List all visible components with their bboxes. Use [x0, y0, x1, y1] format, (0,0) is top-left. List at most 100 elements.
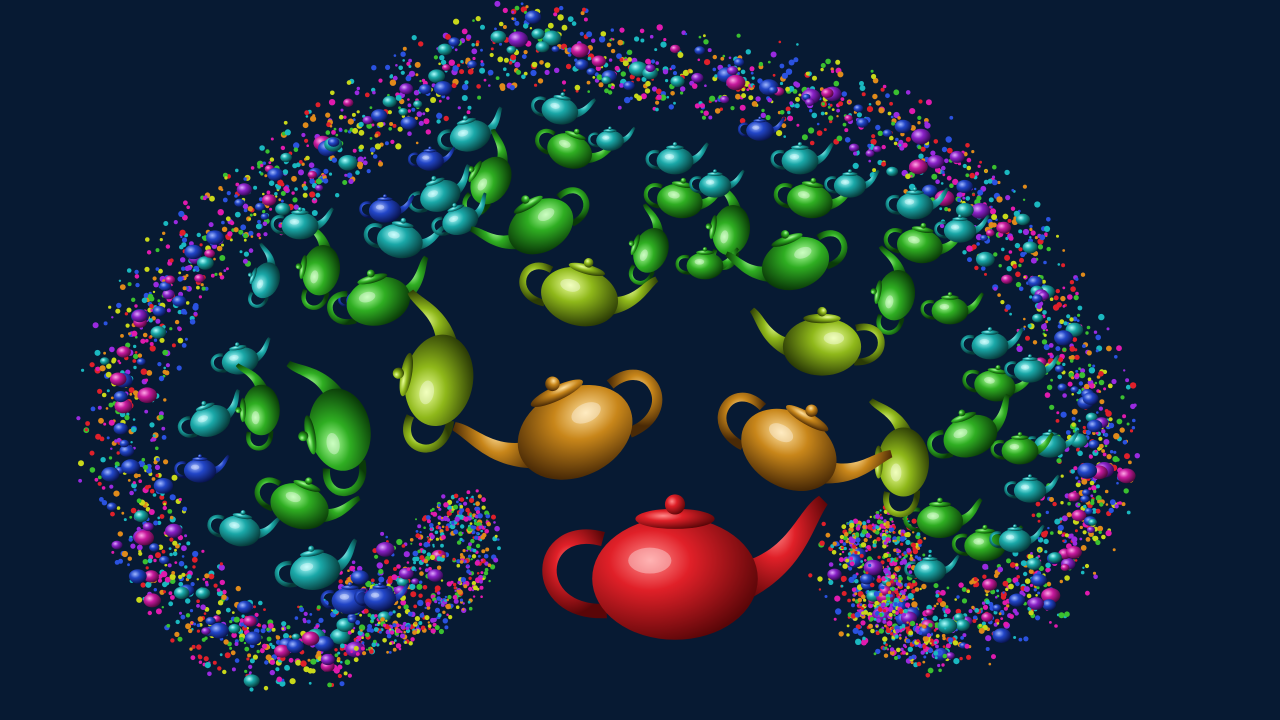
- small-teapot-blob: [726, 66, 739, 75]
- speck: [856, 604, 860, 607]
- speck: [974, 265, 979, 271]
- speck: [668, 104, 674, 110]
- speck: [103, 422, 107, 426]
- speck: [181, 237, 188, 243]
- speck: [162, 231, 166, 235]
- speck: [1092, 431, 1096, 436]
- speck: [839, 563, 842, 566]
- speck: [160, 570, 168, 578]
- speck: [460, 577, 467, 583]
- speck: [448, 59, 455, 66]
- speck: [918, 543, 922, 547]
- speck: [896, 557, 899, 560]
- speck: [563, 89, 566, 92]
- speck: [198, 660, 203, 664]
- speck: [114, 560, 120, 565]
- speck: [982, 604, 989, 610]
- speck: [168, 591, 173, 596]
- small-teapot-blob: [1022, 241, 1038, 254]
- speck: [355, 639, 359, 642]
- speck: [368, 646, 371, 650]
- teapot-icon: [295, 220, 341, 310]
- teapot-icon: [519, 258, 659, 327]
- teapot-icon: [177, 389, 240, 438]
- speck: [222, 589, 227, 595]
- speck: [962, 163, 967, 169]
- speck: [586, 80, 591, 85]
- speck: [466, 545, 472, 551]
- speck: [1104, 489, 1109, 494]
- speck: [859, 603, 863, 606]
- speck: [234, 194, 238, 198]
- speck: [209, 195, 215, 202]
- speck: [212, 660, 217, 665]
- speck: [1020, 560, 1027, 567]
- speck: [503, 57, 509, 63]
- speck: [331, 130, 336, 135]
- speck: [1043, 538, 1049, 545]
- speck: [464, 80, 469, 85]
- speck: [430, 628, 436, 634]
- teapot-icon: [431, 192, 487, 236]
- speck: [493, 557, 499, 563]
- speck: [845, 558, 850, 563]
- speck: [472, 19, 475, 22]
- speck: [888, 644, 892, 648]
- speck: [89, 362, 95, 368]
- teapot-icon: [927, 393, 1010, 459]
- speck: [1093, 574, 1098, 580]
- speck: [894, 616, 899, 620]
- speck: [1096, 411, 1099, 414]
- speck: [303, 181, 307, 184]
- speck: [434, 625, 440, 631]
- speck: [385, 64, 391, 70]
- small-teapot-blob: [1066, 546, 1082, 559]
- speck: [511, 10, 515, 14]
- speck: [137, 353, 143, 358]
- small-teapot-blob: [244, 631, 262, 646]
- speck: [1022, 184, 1027, 189]
- speck: [971, 244, 977, 250]
- speck: [429, 554, 436, 561]
- small-teapot-blob: [1082, 392, 1099, 405]
- speck: [1090, 500, 1095, 506]
- speck: [181, 545, 187, 552]
- small-teapot-blob: [1057, 383, 1068, 392]
- speck: [962, 633, 967, 638]
- speck: [1075, 291, 1079, 296]
- speck: [262, 221, 268, 227]
- speck: [152, 276, 157, 281]
- teapot-icon: [407, 146, 456, 171]
- speck: [567, 16, 574, 22]
- speck: [559, 5, 564, 11]
- speck: [672, 71, 678, 76]
- speck: [856, 551, 861, 555]
- speck: [587, 56, 592, 61]
- speck: [169, 578, 176, 584]
- speck: [849, 543, 853, 547]
- speck: [480, 534, 486, 540]
- speck: [145, 507, 151, 512]
- speck: [149, 303, 154, 309]
- speck: [437, 613, 442, 618]
- speck: [129, 392, 133, 396]
- small-teapot-blob: [844, 114, 853, 122]
- teapot-icon: [904, 554, 960, 583]
- speck: [369, 649, 374, 654]
- speck: [1095, 431, 1099, 435]
- speck: [352, 148, 357, 153]
- speck: [152, 493, 157, 497]
- speck: [357, 565, 363, 572]
- speck: [185, 301, 190, 305]
- small-teapot-blob: [1031, 294, 1043, 304]
- speck: [471, 554, 477, 559]
- small-teapot-blob: [382, 95, 397, 108]
- speck: [144, 409, 149, 414]
- speck: [316, 605, 321, 610]
- small-teapot-blob: [856, 117, 869, 128]
- speck: [437, 503, 441, 507]
- speck: [1045, 320, 1049, 324]
- speck: [610, 85, 615, 90]
- speck: [1038, 549, 1041, 552]
- small-teapot-blob: [768, 86, 778, 94]
